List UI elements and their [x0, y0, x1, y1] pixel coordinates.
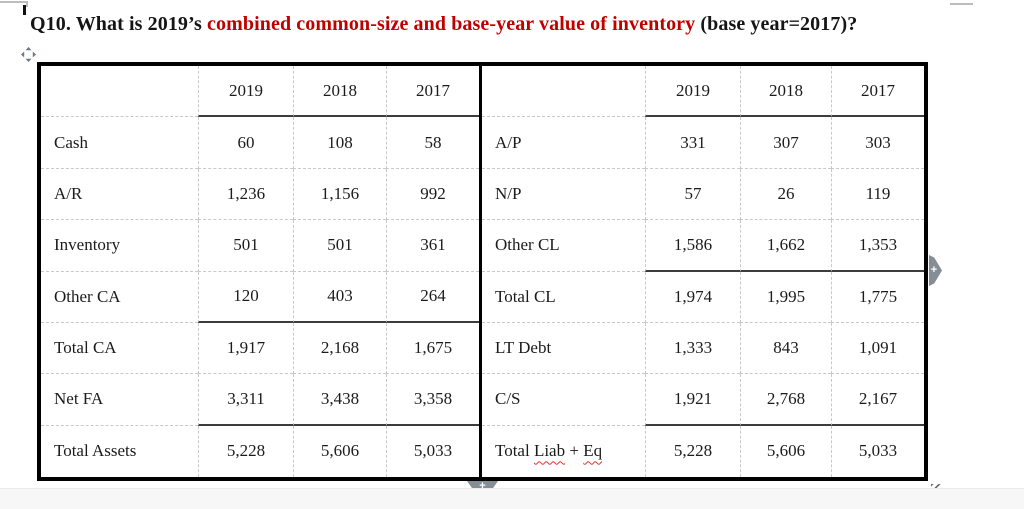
year-header-cell: 2019 — [198, 66, 293, 118]
value-cell: 1,156 — [293, 168, 386, 221]
move-arrows-icon — [21, 47, 36, 62]
value-cell: 5,033 — [386, 425, 479, 477]
value-cell: 1,775 — [831, 271, 924, 323]
value-cell: 57 — [645, 168, 740, 221]
table-move-handle-icon[interactable] — [21, 47, 36, 62]
row-label-cell: N/P — [482, 169, 645, 221]
text-cursor — [23, 5, 26, 15]
value-cell: 1,675 — [386, 322, 479, 375]
window-bottom-strip — [0, 488, 1024, 509]
year-header-cell: 2017 — [386, 66, 479, 118]
page-corner-mark-top-left — [0, 1, 28, 3]
row-label-cell: Inventory — [41, 220, 198, 272]
year-header-cell: 2018 — [740, 66, 831, 118]
row-label-cell: Total Liab + Eq — [482, 426, 645, 477]
year-header-cell: 2019 — [645, 66, 740, 118]
label-text: + — [565, 441, 584, 461]
value-cell: 1,586 — [645, 220, 740, 272]
assets-table: 2019 2018 2017 Cash 60 108 58 A/R 1,236 1,156 992 I… — [41, 66, 479, 477]
row-label-cell: LT Debt — [482, 323, 645, 375]
value-cell: 1,921 — [645, 374, 740, 426]
insert-column-button[interactable]: + — [929, 255, 942, 286]
value-cell: 1,333 — [645, 322, 740, 375]
value-cell: 307 — [740, 117, 831, 169]
value-cell: 108 — [293, 117, 386, 169]
value-cell: 1,091 — [831, 322, 924, 375]
value-cell: 1,974 — [645, 271, 740, 323]
value-cell: 1,995 — [740, 271, 831, 323]
row-label-cell: A/P — [482, 117, 645, 169]
year-header-cell: 2017 — [831, 66, 924, 118]
title-highlight-text: combined common-size and base-year value… — [207, 13, 696, 35]
row-label-cell: A/R — [41, 169, 198, 221]
row-label-cell: Other CL — [482, 220, 645, 272]
value-cell: 1,353 — [831, 220, 924, 272]
value-cell: 60 — [198, 117, 293, 169]
misspelled-word: Liab — [533, 441, 566, 461]
year-header-cell: 2018 — [293, 66, 386, 118]
misspelled-word: Eq — [583, 441, 603, 461]
header-empty-cell — [482, 66, 645, 118]
value-cell: 403 — [293, 271, 386, 323]
value-cell: 1,662 — [740, 220, 831, 272]
value-cell: 501 — [198, 220, 293, 272]
value-cell: 5,606 — [293, 425, 386, 477]
row-label-cell: Other CA — [41, 272, 198, 323]
page-corner-mark-top-right — [950, 3, 973, 5]
table-middle-divider — [479, 66, 482, 477]
value-cell: 1,917 — [198, 322, 293, 375]
header-empty-cell — [41, 66, 198, 118]
value-cell: 361 — [386, 220, 479, 272]
value-cell: 303 — [831, 117, 924, 169]
row-label-cell: Net FA — [41, 374, 198, 426]
value-cell: 5,606 — [740, 425, 831, 477]
value-cell: 3,358 — [386, 374, 479, 426]
value-cell: 331 — [645, 117, 740, 169]
row-label-cell: C/S — [482, 374, 645, 426]
value-cell: 1,236 — [198, 168, 293, 221]
value-cell: 119 — [831, 168, 924, 221]
title-text: Q10. What is 2019’s — [30, 13, 208, 35]
title-text: (base year=2017)? — [695, 13, 858, 35]
liabilities-equity-table: 2019 2018 2017 A/P 331 307 303 N/P 57 26 119 Other … — [482, 66, 924, 477]
value-cell: 5,228 — [198, 425, 293, 477]
value-cell: 843 — [740, 322, 831, 375]
row-label-cell: Total CA — [41, 323, 198, 375]
label-text: Total — [495, 441, 534, 461]
row-label-cell: Total CL — [482, 272, 645, 323]
value-cell: 120 — [198, 271, 293, 323]
question-title: Q10. What is 2019’s combined common-size… — [30, 13, 857, 36]
value-cell: 5,033 — [831, 425, 924, 477]
row-label-cell: Total Assets — [54, 441, 137, 461]
value-cell: 3,311 — [198, 374, 293, 426]
value-cell: 58 — [386, 117, 479, 169]
value-cell: 2,168 — [293, 322, 386, 375]
value-cell: 501 — [293, 220, 386, 272]
page-corner-mark-top-left-stub — [26, 1, 28, 7]
value-cell: 2,768 — [740, 374, 831, 426]
value-cell: 992 — [386, 168, 479, 221]
row-label-cell: Cash — [41, 117, 198, 169]
value-cell: 5,228 — [645, 425, 740, 477]
balance-sheet-table: 2019 2018 2017 Cash 60 108 58 A/R 1,236 1,156 992 I… — [37, 62, 928, 481]
value-cell: 264 — [386, 271, 479, 323]
value-cell: 3,438 — [293, 374, 386, 426]
value-cell: 2,167 — [831, 374, 924, 426]
value-cell: 26 — [740, 168, 831, 221]
